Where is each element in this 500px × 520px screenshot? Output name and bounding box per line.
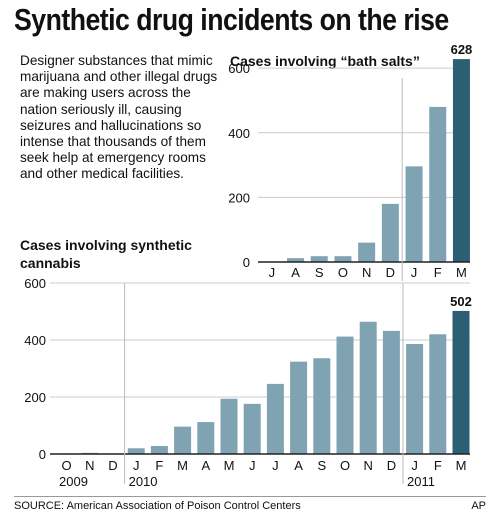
- synthetic-cannabis-chart-title: Cases involving synthetic cannabis: [20, 237, 192, 271]
- cann-bar: [243, 403, 261, 454]
- cann-xtick-label: J: [272, 458, 279, 473]
- bath-highlight-value-label: 628: [451, 42, 473, 57]
- cann-xtick-label: M: [177, 458, 188, 473]
- cann-xtick-label: O: [340, 458, 350, 473]
- cann-bar: [336, 336, 354, 454]
- bath-xtick-label: F: [434, 265, 442, 280]
- cann-xtick-label: D: [108, 458, 117, 473]
- cann-xtick-label: M: [456, 458, 467, 473]
- intro-text: Designer substances that mimic marijuana…: [20, 53, 218, 182]
- bath-bar: [429, 106, 447, 262]
- cann-xtick-label: J: [133, 458, 140, 473]
- cann-highlight-value-label: 502: [450, 294, 472, 309]
- bath-bar: [310, 256, 328, 262]
- cann-xtick-label: J: [249, 458, 256, 473]
- cann-bar: [382, 330, 400, 454]
- cann-xtick-label: S: [317, 458, 326, 473]
- cann-ytick-label: 0: [39, 447, 46, 462]
- cann-bar: [220, 398, 238, 454]
- bath-xtick-label: J: [411, 265, 418, 280]
- cann-year-label: 2009: [59, 474, 88, 489]
- cann-bar: [197, 422, 215, 454]
- footer-divider: [14, 496, 486, 497]
- cann-xtick-label: A: [294, 458, 303, 473]
- cann-xtick-label: M: [224, 458, 235, 473]
- bath-salts-chart-title: Cases involving “bath salts”: [230, 53, 420, 69]
- cann-year-label: 2010: [129, 474, 158, 489]
- headline: Synthetic drug incidents on the rise: [14, 2, 449, 37]
- credit: AP: [471, 500, 486, 512]
- cann-xtick-label: D: [387, 458, 396, 473]
- cann-xtick-label: J: [411, 458, 418, 473]
- bath-bar: [334, 256, 352, 262]
- cann-bar: [150, 446, 168, 454]
- bath-xtick-label: N: [362, 265, 371, 280]
- bath-xtick-label: A: [291, 265, 300, 280]
- cann-xtick-label: N: [364, 458, 373, 473]
- bath-bar: [405, 166, 423, 262]
- cann-xtick-label: A: [201, 458, 210, 473]
- cann-bar: [313, 358, 331, 454]
- cann-bar: [266, 383, 284, 454]
- cann-year-label: 2011: [407, 474, 435, 489]
- bath-ytick-label: 0: [243, 255, 250, 270]
- cann-xtick-label: F: [434, 458, 442, 473]
- bath-bar: [381, 203, 399, 262]
- cann-ytick-label: 200: [24, 390, 46, 405]
- bath-xtick-label: M: [456, 265, 467, 280]
- bath-bar: [452, 59, 470, 262]
- bath-xtick-label: D: [386, 265, 395, 280]
- bath-ytick-label: 200: [228, 190, 250, 205]
- source-note: SOURCE: American Association of Poison C…: [14, 500, 301, 512]
- cann-bar: [174, 426, 192, 454]
- cann-xtick-label: F: [155, 458, 163, 473]
- bath-bar: [358, 242, 376, 262]
- bath-ytick-label: 600: [228, 61, 250, 76]
- bath-xtick-label: J: [269, 265, 276, 280]
- cann-bar: [452, 310, 470, 454]
- cann-bar: [290, 361, 308, 454]
- bath-bar: [287, 258, 305, 262]
- cann-xtick-label: O: [62, 458, 72, 473]
- bath-xtick-label: O: [338, 265, 348, 280]
- cann-bar: [127, 448, 145, 454]
- bath-ytick-label: 400: [228, 126, 250, 141]
- cann-bar: [359, 321, 377, 454]
- bath-xtick-label: S: [315, 265, 324, 280]
- cann-ytick-label: 400: [24, 333, 46, 348]
- cann-ytick-label: 600: [24, 276, 46, 291]
- cann-bar: [429, 334, 447, 454]
- cann-xtick-label: N: [85, 458, 94, 473]
- cann-bar: [406, 343, 424, 454]
